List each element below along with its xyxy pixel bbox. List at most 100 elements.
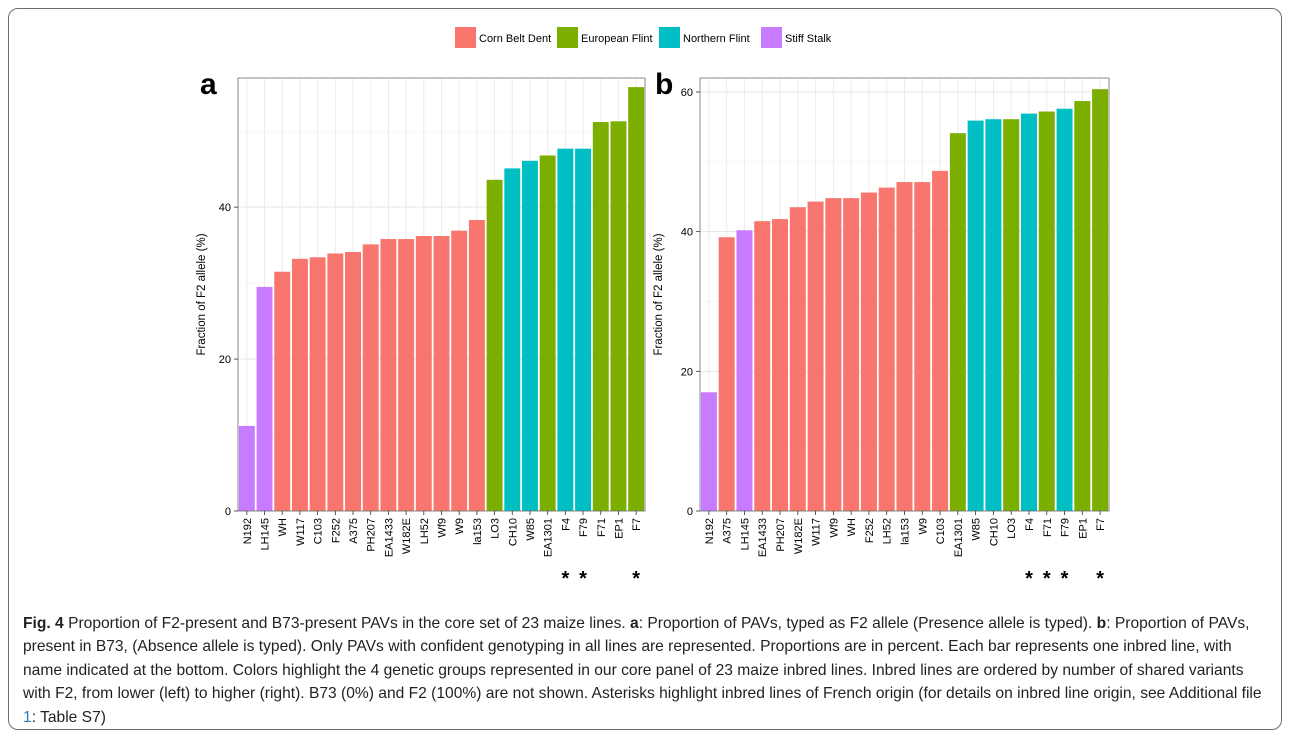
legend-swatch — [557, 27, 578, 48]
bar-EA1301 — [539, 155, 556, 512]
y-tick-label: 0 — [687, 506, 693, 518]
x-tick-label: PH207 — [775, 518, 787, 552]
x-tick-label: F252 — [330, 518, 342, 543]
x-tick-label: A375 — [722, 518, 734, 544]
french-origin-asterisk: * — [579, 568, 587, 590]
x-tick-label: F7 — [1095, 518, 1107, 531]
panel-letter: a — [200, 68, 217, 101]
x-tick-label: EA1433 — [757, 518, 769, 557]
bar-EP1 — [610, 121, 627, 512]
bar-LH52 — [878, 187, 895, 511]
x-tick-label: W117 — [811, 518, 823, 546]
y-tick-label: 40 — [681, 227, 693, 239]
caption-panel-b-label: b — [1096, 615, 1107, 632]
caption-text-3: : Proportion of PAVs, present in B73, (A… — [23, 615, 1262, 703]
x-tick-label: EA1433 — [383, 518, 395, 557]
caption-fig-label: Fig. 4 — [23, 615, 64, 632]
x-tick-label: CH10 — [507, 518, 519, 546]
bar-F71 — [592, 122, 609, 512]
y-axis-title: Fraction of F2 allele (%) — [653, 233, 665, 355]
y-tick-label: 20 — [219, 354, 231, 366]
bar-WH — [843, 198, 860, 512]
x-tick-label: C103 — [313, 518, 325, 544]
bar-F7 — [1092, 89, 1109, 511]
x-tick-label: LO3 — [1006, 518, 1018, 539]
legend: Corn Belt Dent European Flint Northern Fli… — [455, 27, 832, 48]
french-origin-asterisk: * — [561, 568, 569, 590]
x-tick-label: W182E — [401, 518, 413, 554]
bar-C103 — [309, 257, 326, 511]
bar-Wf9 — [825, 198, 842, 512]
x-tick-label: F4 — [1024, 518, 1036, 531]
french-origin-asterisk: * — [1061, 568, 1069, 590]
bar-F252 — [860, 192, 877, 512]
bar-F79 — [575, 148, 592, 511]
bar-Wf9 — [433, 236, 450, 511]
x-tick-label: W9 — [454, 518, 466, 535]
bar-W85 — [522, 160, 538, 511]
bar-LO3 — [1003, 119, 1020, 512]
french-origin-asterisk: * — [1043, 568, 1051, 590]
x-tick-label: CH10 — [988, 518, 1000, 546]
bar-A375 — [345, 251, 361, 511]
x-tick-label: F252 — [864, 518, 876, 543]
bar-W9 — [914, 182, 931, 511]
x-tick-label: A375 — [348, 518, 360, 544]
x-tick-label: W117 — [295, 518, 307, 546]
bar-W117 — [807, 201, 824, 512]
bar-C103 — [932, 170, 949, 511]
x-tick-label: LO3 — [490, 518, 502, 539]
x-tick-label: la153 — [900, 518, 912, 545]
bar-LH52 — [415, 236, 432, 511]
caption-text-4: : Table S7) — [31, 708, 106, 726]
x-tick-label: W85 — [525, 518, 537, 541]
y-tick-label: 0 — [225, 506, 231, 518]
y-tick-label: 60 — [681, 87, 693, 99]
additional-file-link[interactable]: 1 — [23, 708, 32, 726]
bar-W182E — [398, 239, 415, 512]
french-origin-asterisk: * — [1096, 568, 1104, 590]
x-tick-label: W9 — [917, 518, 929, 535]
figure-canvas: Corn Belt Dent European Flint Northern Fli… — [196, 27, 1110, 590]
x-tick-label: WH — [846, 518, 858, 536]
french-origin-asterisk: * — [632, 568, 640, 590]
bar-F4 — [557, 148, 574, 511]
bar-W117 — [291, 258, 308, 511]
x-tick-label: F71 — [1042, 518, 1054, 537]
x-tick-label: C103 — [935, 518, 947, 544]
bar-EA1433 — [754, 221, 771, 511]
y-axis-title: Fraction of F2 allele (%) — [196, 233, 208, 355]
caption-text-1: Proportion of F2-present and B73-present… — [63, 615, 631, 632]
bar-CH10 — [504, 168, 521, 511]
bar-F7 — [628, 87, 645, 512]
bar-EA1301 — [949, 133, 966, 511]
bar-EA1433 — [380, 239, 397, 512]
bar-la153 — [468, 220, 485, 511]
x-tick-label: F71 — [596, 518, 608, 537]
x-tick-label: WH — [277, 518, 289, 536]
caption-text-2: : Proportion of PAVs, typed as F2 allele… — [638, 615, 1097, 632]
legend-swatch — [455, 27, 476, 48]
x-tick-label: EP1 — [1077, 518, 1089, 539]
bar-F4 — [1020, 113, 1037, 512]
bar-CH10 — [985, 119, 1002, 512]
x-tick-label: la153 — [472, 518, 484, 545]
figure-caption: Fig. 4 Proportion of F2-present and B73-… — [23, 612, 1268, 729]
legend-label: European Flint — [581, 33, 653, 45]
panel-letter: b — [655, 68, 673, 101]
caption-panel-a-label: a — [630, 615, 639, 632]
bar-F252 — [327, 253, 344, 511]
bar-N192 — [700, 392, 717, 511]
legend-label: Corn Belt Dent — [479, 33, 551, 45]
bar-W85 — [967, 120, 984, 511]
legend-swatch — [761, 27, 782, 48]
bar-F71 — [1038, 111, 1055, 511]
panel-a: 0 20 40 N192 LH145 WH W117 C103 F252 A375 PH207 EA1… — [196, 68, 646, 590]
bar-A375 — [718, 237, 735, 512]
x-tick-label: EA1301 — [953, 518, 965, 557]
legend-swatch — [659, 27, 680, 48]
legend-label: Northern Flint — [683, 33, 750, 45]
x-tick-label: LH52 — [419, 518, 431, 544]
bar-LO3 — [486, 179, 503, 512]
bar-F79 — [1056, 108, 1073, 511]
